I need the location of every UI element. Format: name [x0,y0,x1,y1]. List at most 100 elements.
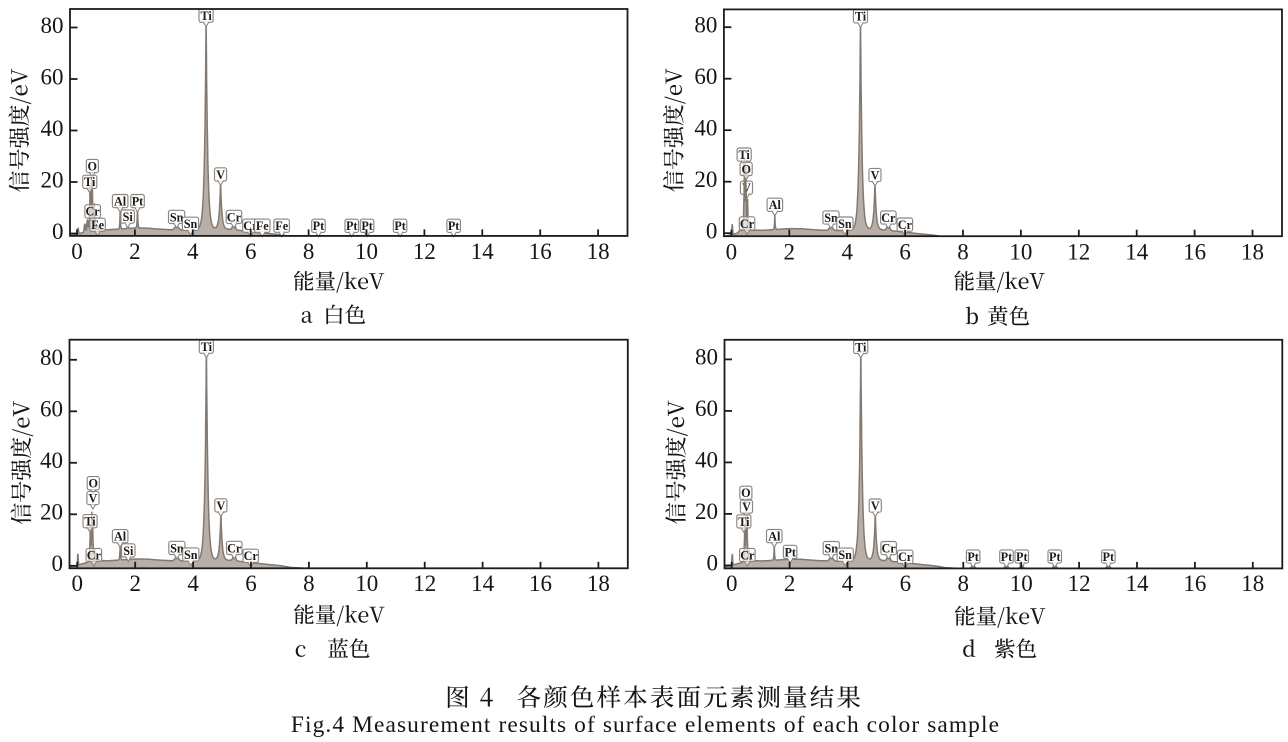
svg-text:V: V [871,168,880,182]
svg-text:Cr: Cr [740,217,755,231]
svg-text:Sn: Sn [824,211,838,225]
svg-text:Cr: Cr [227,210,242,224]
svg-text:60: 60 [695,396,718,421]
svg-text:Sn: Sn [170,541,184,555]
svg-text:Sn: Sn [184,217,198,231]
svg-text:Al: Al [769,198,782,212]
svg-text:Fe: Fe [275,219,288,233]
svg-text:40: 40 [41,116,64,141]
svg-text:Cr: Cr [740,548,755,562]
svg-text:Ti: Ti [855,340,867,354]
svg-text:8: 8 [958,571,970,596]
svg-text:Fig.4 Measurement results of s: Fig.4 Measurement results of surface ele… [291,712,1000,738]
svg-text:18: 18 [1241,239,1264,264]
svg-text:O: O [88,159,97,173]
svg-text:20: 20 [695,499,718,524]
svg-text:Sn: Sn [838,217,852,231]
svg-text:40: 40 [694,116,717,141]
svg-text:V: V [742,500,751,514]
svg-text:20: 20 [694,167,717,192]
svg-text:Cr: Cr [898,218,913,232]
svg-text:Al: Al [114,195,127,209]
svg-text:14: 14 [471,571,495,596]
svg-text:Sn: Sn [184,548,198,562]
svg-text:10: 10 [355,239,378,264]
svg-text:Pt: Pt [1049,550,1061,564]
svg-text:Fe: Fe [91,218,104,232]
svg-text:6: 6 [900,571,912,596]
svg-text:Ti: Ti [200,9,212,23]
svg-text:V: V [216,499,225,513]
svg-text:Sn: Sn [838,548,852,562]
svg-text:16: 16 [529,239,552,264]
svg-text:Cr: Cr [244,549,259,563]
svg-text:60: 60 [40,397,63,422]
svg-text:0: 0 [726,571,738,596]
svg-text:6: 6 [899,239,911,264]
svg-text:Cr: Cr [87,548,102,562]
svg-text:Cr: Cr [881,542,896,556]
svg-text:60: 60 [41,64,64,89]
svg-text:6: 6 [245,571,257,596]
svg-text:Ti: Ti [84,175,96,189]
svg-text:Pt: Pt [448,219,460,233]
svg-text:O: O [741,162,750,176]
svg-text:10: 10 [1010,571,1033,596]
svg-text:10: 10 [355,571,378,596]
svg-text:12: 12 [1067,239,1090,264]
svg-text:12: 12 [413,239,436,264]
svg-text:Pt: Pt [313,219,325,233]
svg-text:Ti: Ti [738,515,750,529]
svg-text:2: 2 [784,239,796,264]
svg-text:Pt: Pt [346,219,358,233]
svg-text:Pt: Pt [967,550,979,564]
svg-text:4: 4 [842,571,854,596]
svg-text:2: 2 [784,571,796,596]
svg-text:0: 0 [707,551,719,576]
svg-text:18: 18 [1241,571,1264,596]
svg-text:20: 20 [40,500,63,525]
svg-text:8: 8 [303,239,315,264]
svg-text:Cr: Cr [85,205,100,219]
svg-text:V: V [871,499,880,513]
svg-text:0: 0 [71,239,83,264]
svg-text:Pt: Pt [1103,550,1115,564]
svg-text:Pt: Pt [1001,550,1013,564]
svg-text:0: 0 [726,239,738,264]
svg-text:14: 14 [1126,571,1150,596]
svg-text:Fe: Fe [256,219,269,233]
svg-text:Al: Al [114,530,127,544]
svg-text:0: 0 [52,551,64,576]
svg-text:Ti: Ti [84,515,96,529]
svg-text:Si: Si [123,210,134,224]
svg-text:80: 80 [694,13,717,38]
svg-text:40: 40 [40,448,63,473]
svg-text:Pt: Pt [394,219,406,233]
svg-text:V: V [88,491,97,505]
svg-text:6: 6 [245,239,257,264]
svg-text:80: 80 [41,13,64,38]
svg-text:8: 8 [957,239,969,264]
svg-text:4: 4 [187,571,199,596]
svg-text:Cr: Cr [227,541,242,555]
svg-text:16: 16 [529,571,552,596]
svg-text:16: 16 [1183,239,1206,264]
svg-text:2: 2 [129,571,141,596]
svg-text:Sn: Sn [825,542,839,556]
svg-text:O: O [741,486,750,500]
svg-text:10: 10 [1009,239,1032,264]
svg-text:60: 60 [694,64,717,89]
svg-text:0: 0 [706,219,718,244]
svg-text:Pt: Pt [784,545,796,559]
svg-text:Ti: Ti [855,10,867,24]
svg-text:Pt: Pt [361,219,373,233]
svg-text:Sn: Sn [170,210,184,224]
svg-text:Pt: Pt [132,195,144,209]
svg-text:8: 8 [303,571,315,596]
svg-text:16: 16 [1183,571,1206,596]
svg-text:2: 2 [129,239,141,264]
svg-text:Cr: Cr [898,550,913,564]
svg-text:18: 18 [587,571,610,596]
svg-text:14: 14 [1125,239,1149,264]
svg-text:Cr: Cr [881,211,896,225]
